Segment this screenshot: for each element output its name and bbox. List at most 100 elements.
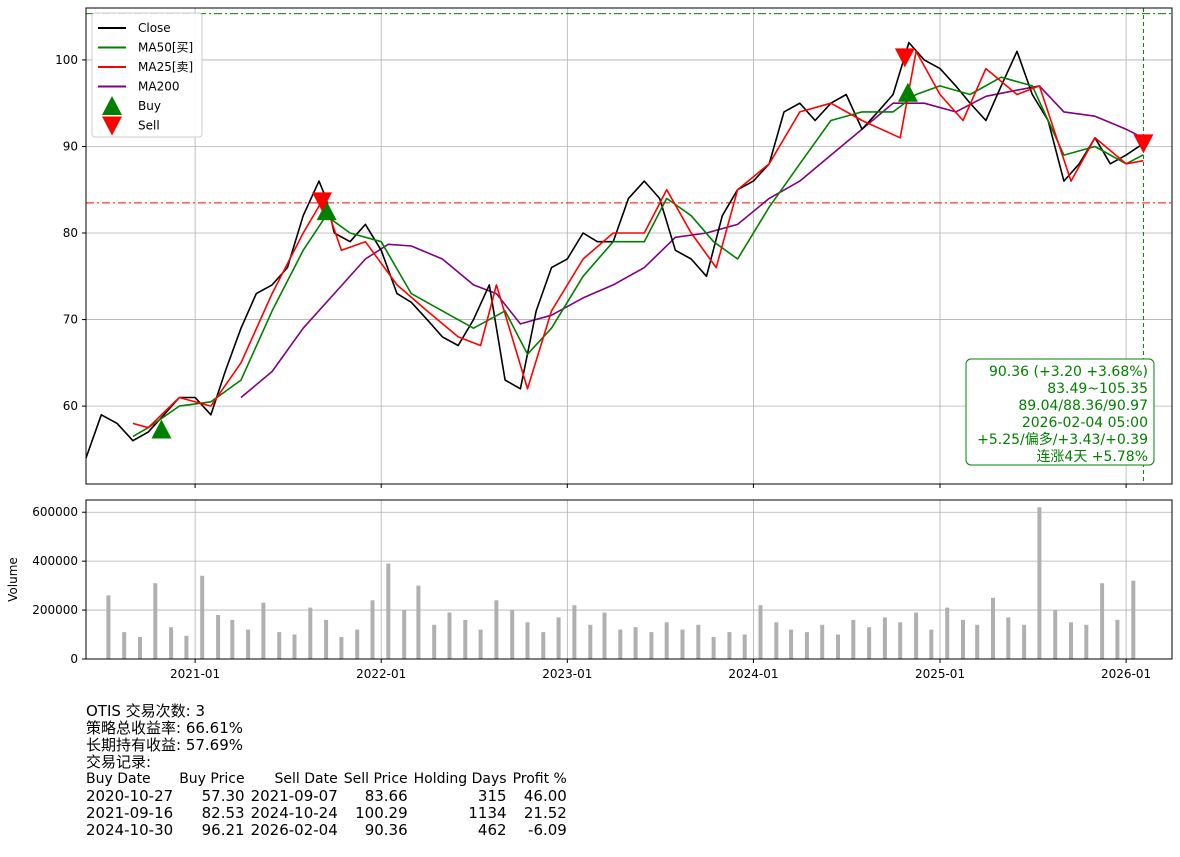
summary-trades-heading: 交易记录: [86,753,152,771]
legend-ma200: MA200 [98,80,179,94]
volume-bar [1100,583,1105,659]
ma50-line [132,76,1144,438]
close-line [85,41,1144,459]
legend-label: MA25[卖] [138,60,193,74]
col-sell-date: Sell Date [274,771,338,787]
cell-buy-date: 2024-10-30 [86,821,174,839]
xtick-label: 2021-01 [170,667,220,681]
xtick-label: 2023-01 [542,667,592,681]
volume-bar [836,634,840,659]
col-buy-date: Buy Date [86,771,151,787]
volume-x-ticks: 2021-01 2022-01 2023-01 2024-01 2025-01 2026-… [170,659,1151,681]
volume-bar [867,627,872,659]
backtest-summary: OTIS 交易次数: 3 策略总收益率: 66.61% 长期持有收益: 57.6… [86,703,786,839]
volume-bar [246,629,251,659]
volume-panel: 0 200000 400000 600000 2021-01 2022-01 2023-0… [6,499,1173,681]
volume-bar [122,632,127,659]
volume-bar [494,600,499,659]
volume-bar [633,627,638,659]
volume-bar [975,624,980,659]
ma25-line [132,50,1144,429]
info-box-line: 90.36 (+3.20 +3.68%) [989,364,1148,380]
price-series [85,41,1144,459]
buy-marker [897,82,918,102]
legend-label: Close [138,21,171,35]
volume-bar [1006,617,1011,659]
price-info-box: 90.36 (+3.20 +3.68%)83.49~105.3589.04/88… [965,358,1155,466]
cell-profit: -6.09 [528,821,567,839]
cell-buy-date: 2020-10-27 [86,787,174,805]
price-ytick-label: 100 [55,53,78,67]
volume-bar [1084,624,1089,659]
table-row: 2021-09-16 82.53 2024-10-24 100.29 1134 … [86,805,573,822]
volume-bar [277,632,282,659]
legend-label: Sell [138,119,160,133]
volume-bar [525,622,530,659]
info-box-line: 2026-02-04 05:00 [1022,415,1148,431]
col-buy-price: Buy Price [179,771,245,787]
volume-bar [1115,619,1120,659]
volume-bar [230,619,235,659]
volume-bar [261,602,266,659]
legend-buy: Buy [102,96,161,115]
legend-frame [91,12,203,138]
info-box-line: 89.04/88.36/90.97 [1018,398,1148,414]
volume-bar [789,629,794,659]
legend-label: Buy [138,99,161,113]
volume-bar [602,612,607,659]
info-box-frame [965,358,1155,466]
volume-bar [510,610,515,659]
volume-bar [432,624,437,659]
volume-bar [308,607,313,659]
volume-bar [898,622,903,659]
sell-marker [1133,134,1154,154]
table-row: 2024-10-30 96.21 2026-02-04 90.36 462 -6… [86,822,573,839]
volume-bar [882,617,887,659]
trade-markers [151,48,1154,439]
trades-table: Buy Date Buy Price Sell Date Sell Price … [86,771,573,839]
volume-bar [820,624,825,659]
volume-bar [169,627,174,659]
volume-bar [447,612,452,659]
volume-bar [416,585,421,659]
legend-swatch-sell-triangle [102,116,122,136]
volume-bar [588,624,593,659]
sell-marker [312,192,333,212]
volume-bar [541,632,546,659]
volume-bar [339,637,344,659]
cell-buy-price: 96.21 [201,821,245,839]
volume-bar [200,575,205,659]
volume-bar [324,619,329,659]
volume-ytick-label: 600000 [32,505,78,519]
summary-strategy-return: 策略总收益率: 66.61% [86,719,244,737]
volume-bar [572,605,577,659]
volume-bar [991,597,995,659]
buy-marker [316,201,337,221]
summary-buy-hold-return: 长期持有收益: 57.69% [86,736,244,754]
volume-bar [664,622,669,659]
cell-holding-days: 462 [477,821,507,839]
volume-bar [945,607,950,659]
volume-ytick-label: 0 [70,652,78,666]
volume-bar [386,563,391,659]
volume-bar [184,635,189,659]
volume-bar [556,617,561,659]
price-ytick-label: 80 [63,226,78,240]
volume-bar [618,629,623,659]
volume-bar [774,622,779,659]
volume-y-axis-label: Volume [6,557,20,602]
xtick-label: 2026-01 [1101,667,1151,681]
volume-bar [851,619,856,659]
xtick-label: 2024-01 [728,667,778,681]
legend-close: Close [98,21,171,35]
summary-trade-count: OTIS 交易次数: 3 [86,702,206,720]
price-y-ticks: 60 70 80 90 100 [55,53,86,413]
cell-buy-price: 82.53 [201,804,245,822]
volume-bar [216,615,221,659]
xtick-label: 2022-01 [356,667,406,681]
volume-bar [292,634,297,659]
volume-bar [696,624,701,659]
buy-marker [151,419,172,439]
volume-bar [478,629,483,659]
volume-bar [138,637,142,659]
